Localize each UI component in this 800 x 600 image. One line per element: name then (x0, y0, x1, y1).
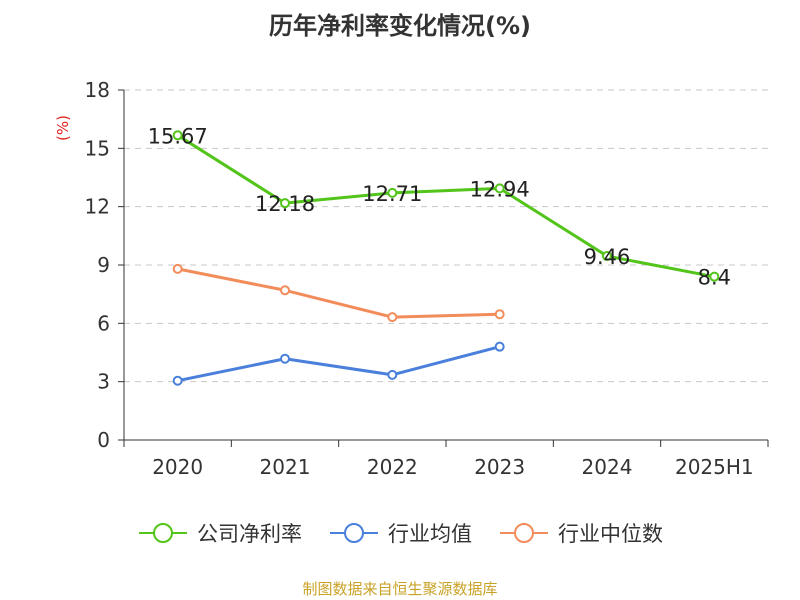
y-tick-label: 3 (97, 370, 110, 394)
data-point (709, 271, 720, 282)
data-point (387, 369, 398, 380)
data-point (602, 251, 612, 262)
x-tick-label: 2022 (367, 455, 418, 479)
data-point (280, 353, 290, 364)
x-tick-label: 2020 (152, 455, 203, 479)
source-note: 制图数据来自恒生聚源数据库 (302, 580, 498, 598)
y-axis-label: (%) (54, 115, 72, 141)
data-label: 12.94 (470, 177, 530, 201)
series-line-1 (177, 345, 501, 383)
x-tick-label: 2023 (474, 455, 525, 479)
data-point (387, 312, 398, 323)
legend-marker-icon (139, 523, 187, 543)
data-label: 8.4 (698, 266, 731, 290)
data-point (494, 309, 505, 320)
legend-marker-icon (330, 523, 378, 543)
legend-marker-icon (500, 523, 548, 543)
y-tick-label: 9 (97, 253, 110, 277)
data-point (280, 198, 290, 209)
x-tick-label: 2021 (260, 455, 311, 479)
data-label: 12.71 (362, 182, 422, 206)
legend-label: 公司净利率 (197, 522, 302, 546)
x-tick-label: 2024 (582, 455, 633, 479)
y-tick-label: 18 (85, 78, 110, 102)
y-tick-label: 12 (85, 195, 110, 219)
data-point (172, 263, 183, 274)
grid-lines (124, 89, 768, 383)
data-point (494, 183, 505, 194)
legend-item[interactable]: 公司净利率 (137, 518, 302, 548)
series-line-0 (176, 134, 715, 279)
data-label: 12.18 (255, 192, 315, 216)
series-line-2 (177, 267, 500, 319)
y-tick-label: 15 (85, 136, 110, 160)
data-point (280, 285, 290, 296)
x-tick-label: 2025H1 (675, 455, 754, 479)
legend: 公司净利率 行业均值 行业中位数 (0, 518, 800, 548)
y-tick-label: 0 (97, 428, 110, 452)
axes: 0 3 6 9 12 15 18 (%) 2020 2021 2022 2023 2024 2025H1 (54, 78, 769, 479)
legend-label: 行业中位数 (558, 522, 663, 546)
data-point (172, 375, 183, 386)
y-tick-label: 6 (97, 311, 110, 335)
data-label: 9.46 (584, 245, 631, 269)
legend-item[interactable]: 行业均值 (328, 518, 472, 548)
data-labels: 15.67 12.18 12.71 12.94 9.46 8.4 (148, 124, 731, 289)
legend-label: 行业均值 (388, 522, 472, 546)
data-point (494, 341, 505, 352)
legend-item[interactable]: 行业中位数 (498, 518, 663, 548)
data-label: 15.67 (148, 124, 208, 148)
data-point (172, 130, 183, 141)
data-point (387, 187, 398, 198)
series-lines (172, 130, 720, 386)
chart-title: 历年净利率变化情况(%) (269, 12, 531, 40)
